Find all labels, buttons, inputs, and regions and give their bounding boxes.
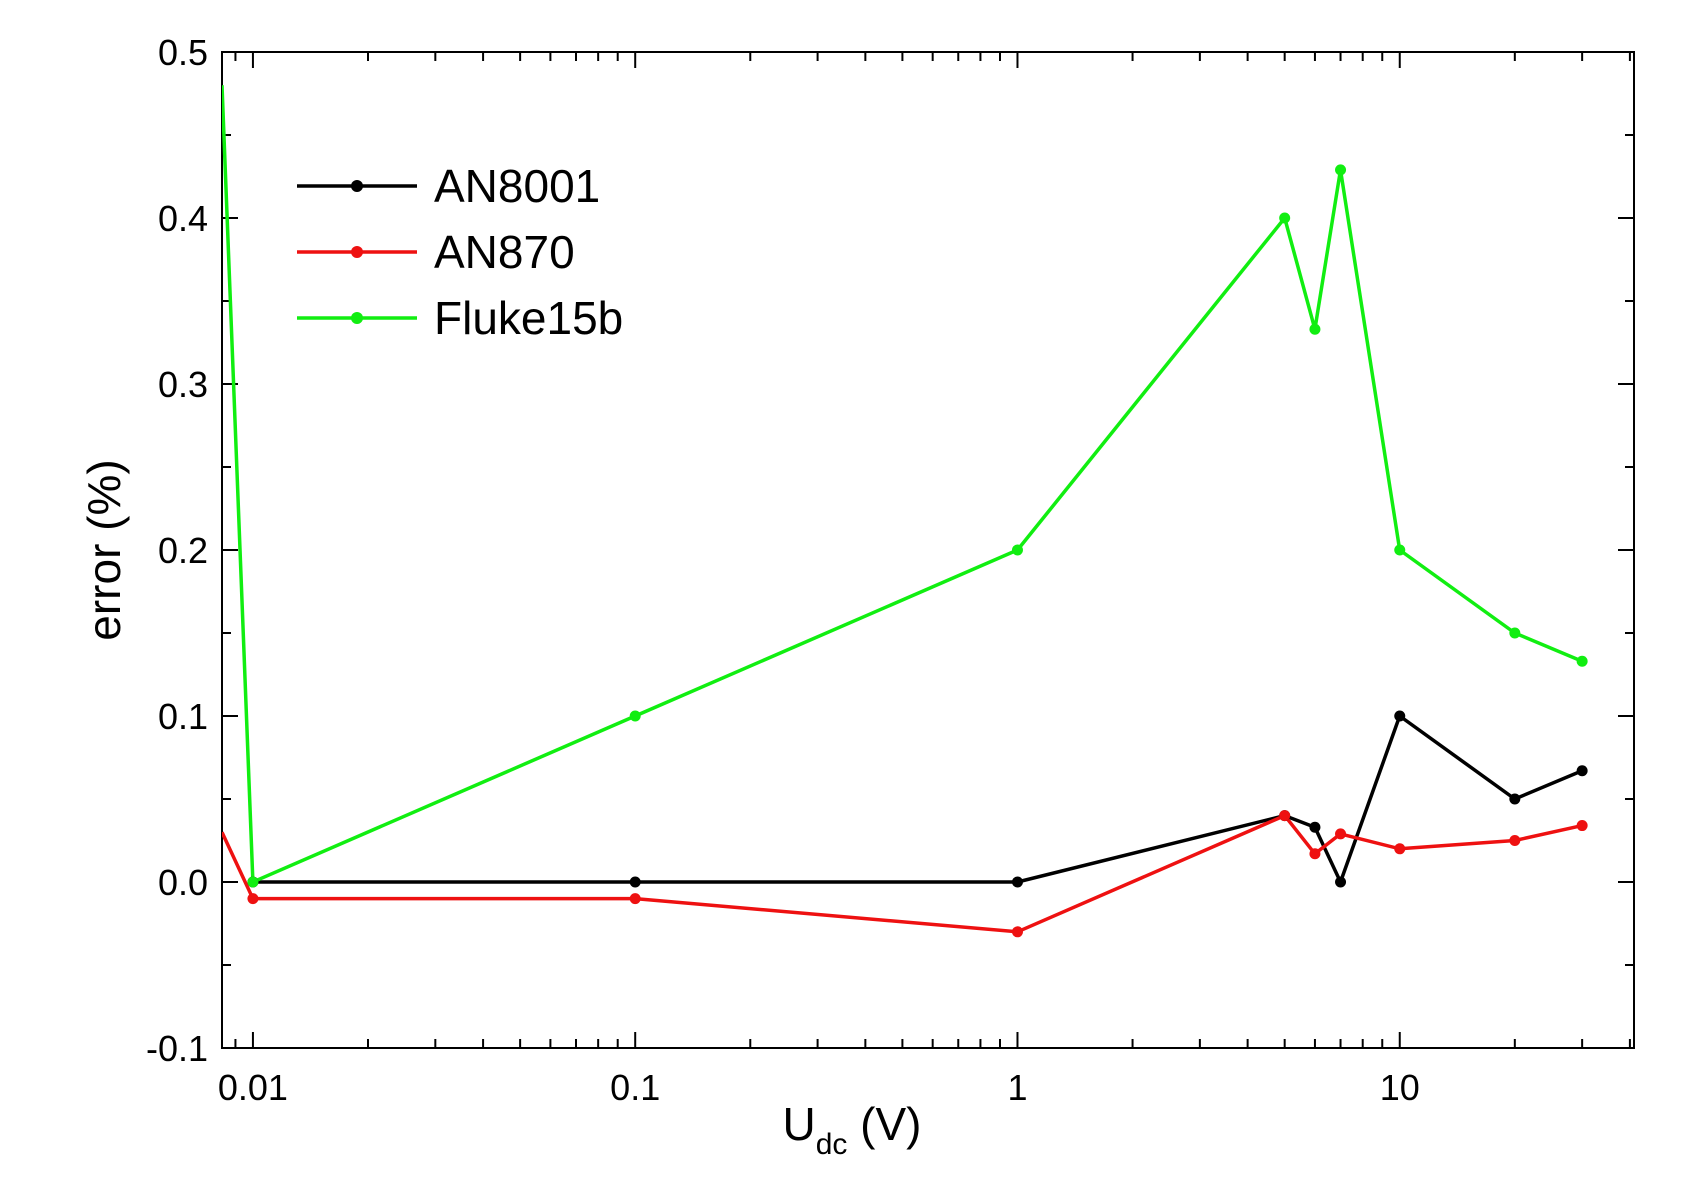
data-point-fluke15b — [1335, 164, 1347, 176]
legend-marker-fluke15b — [351, 312, 363, 324]
legend-marker-an870 — [351, 246, 363, 258]
data-point-fluke15b — [1011, 544, 1023, 556]
x-tick-label: 10 — [1380, 1067, 1420, 1108]
data-point-fluke15b — [1279, 212, 1291, 224]
data-point-an8001 — [1509, 793, 1521, 805]
legend: AN8001 AN870 Fluke15b — [297, 160, 623, 344]
data-point-fluke15b — [1576, 655, 1588, 667]
data-point-an870 — [1279, 810, 1291, 822]
x-tick-label: 0.01 — [218, 1067, 288, 1108]
x-axis-title: Udc (V) — [782, 1098, 921, 1161]
x-tick-label: 1 — [1007, 1067, 1027, 1108]
data-point-an870 — [1394, 843, 1406, 855]
series-lines — [222, 85, 1583, 934]
x-axis-title-main: U — [782, 1098, 815, 1150]
y-tick-label: 0.4 — [158, 198, 208, 239]
y-tick-label: 0.0 — [158, 862, 208, 903]
x-axis-title-subscript: dc — [816, 1128, 848, 1161]
y-tick-label: 0.1 — [158, 696, 208, 737]
series-points — [247, 164, 1588, 938]
data-point-fluke15b — [1394, 544, 1406, 556]
data-point-an8001 — [1309, 821, 1321, 833]
data-point-fluke15b — [629, 710, 641, 722]
y-tick-label: 0.2 — [158, 530, 208, 571]
legend-label-an870: AN870 — [434, 226, 575, 278]
series-line-fluke15b — [222, 85, 1583, 884]
x-tick-label: 0.1 — [610, 1067, 660, 1108]
data-point-an8001 — [1335, 876, 1347, 888]
data-point-an870 — [1335, 828, 1347, 840]
data-point-an8001 — [629, 876, 641, 888]
ticks — [222, 51, 1634, 1049]
series-line-an8001 — [252, 714, 1583, 884]
data-point-fluke15b — [1509, 627, 1521, 639]
y-tick-label: 0.5 — [158, 32, 208, 73]
series-line-an870 — [222, 813, 1583, 934]
data-point-fluke15b — [1309, 323, 1321, 335]
legend-label-fluke15b: Fluke15b — [434, 292, 623, 344]
data-point-an870 — [1011, 926, 1023, 938]
legend-marker-an8001 — [351, 180, 363, 192]
data-point-an870 — [1509, 835, 1521, 846]
data-point-fluke15b — [247, 876, 259, 888]
y-tick-label: 0.3 — [158, 364, 208, 405]
data-point-an870 — [1309, 848, 1321, 860]
data-point-an8001 — [1576, 765, 1588, 777]
data-point-an870 — [629, 893, 641, 905]
y-tick-label: -0.1 — [146, 1028, 208, 1069]
x-axis-title-unit: (V) — [847, 1098, 921, 1150]
data-point-an870 — [247, 893, 259, 905]
data-point-an8001 — [1011, 876, 1023, 888]
data-point-an870 — [1576, 820, 1588, 832]
legend-label-an8001: AN8001 — [434, 160, 600, 212]
tick-labels: -0.1 0.0 0.1 0.2 0.3 0.4 0.5 0.01 0.1 1 10 — [146, 32, 1420, 1108]
data-point-an8001 — [1394, 710, 1406, 722]
y-axis-title: error (%) — [78, 459, 130, 640]
